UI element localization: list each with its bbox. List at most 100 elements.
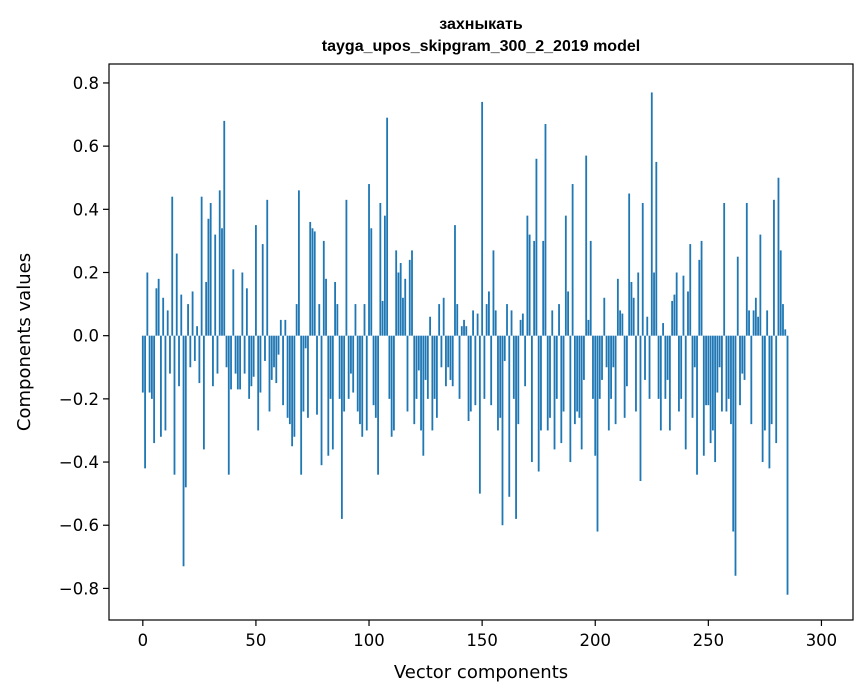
bar-175 bbox=[537, 335, 540, 472]
bar-199 bbox=[592, 335, 594, 399]
bar-9 bbox=[162, 297, 165, 336]
bar-177 bbox=[542, 240, 545, 336]
bar-117 bbox=[406, 335, 409, 412]
bar-139 bbox=[456, 304, 459, 336]
bar-203 bbox=[601, 335, 603, 380]
bar-131 bbox=[438, 304, 441, 336]
bar-124 bbox=[422, 335, 425, 456]
bar-92 bbox=[350, 335, 352, 374]
bar-282 bbox=[779, 250, 782, 336]
bar-65 bbox=[288, 335, 291, 425]
bar-52 bbox=[259, 335, 262, 393]
bar-12 bbox=[169, 335, 171, 374]
bar-209 bbox=[614, 335, 617, 425]
bar-51 bbox=[257, 335, 260, 431]
bar-28 bbox=[205, 281, 208, 336]
bar-198 bbox=[589, 240, 592, 336]
bar-34 bbox=[218, 190, 221, 336]
bar-148 bbox=[476, 313, 479, 336]
bar-57 bbox=[270, 335, 273, 380]
bar-221 bbox=[641, 203, 644, 336]
bar-71 bbox=[302, 335, 305, 412]
bar-215 bbox=[628, 193, 631, 336]
bar-27 bbox=[202, 335, 205, 450]
bar-143 bbox=[465, 326, 468, 336]
y-axis-ticks: −0.8 −0.6 −0.4 −0.2 0.0 0.2 0.4 0.6 0.8 bbox=[59, 74, 109, 598]
bar-183 bbox=[555, 335, 558, 399]
bar-171 bbox=[528, 234, 531, 336]
bar-207 bbox=[610, 335, 612, 399]
bar-258 bbox=[725, 335, 728, 412]
bar-1 bbox=[144, 335, 146, 469]
bar-201 bbox=[596, 335, 599, 532]
bar-247 bbox=[700, 240, 703, 336]
bar-37 bbox=[225, 335, 228, 368]
bar-277 bbox=[768, 335, 771, 469]
bar-244 bbox=[693, 335, 696, 368]
bar-19 bbox=[184, 335, 187, 488]
bar-228 bbox=[657, 335, 660, 399]
bar-73 bbox=[307, 335, 309, 418]
bar-210 bbox=[616, 278, 619, 336]
bar-99 bbox=[365, 335, 368, 431]
bar-159 bbox=[501, 335, 504, 526]
y-tick-label: 0.6 bbox=[73, 137, 99, 156]
bar-160 bbox=[503, 335, 506, 361]
y-tick-label: 0.8 bbox=[73, 74, 99, 93]
bar-200 bbox=[594, 335, 597, 456]
bar-42 bbox=[236, 335, 239, 390]
bar-147 bbox=[474, 335, 477, 406]
bar-216 bbox=[630, 281, 633, 336]
bar-49 bbox=[252, 335, 255, 377]
bar-14 bbox=[173, 335, 176, 475]
bar-232 bbox=[666, 335, 669, 380]
bar-226 bbox=[653, 272, 655, 336]
bar-254 bbox=[716, 335, 719, 393]
bar-186 bbox=[562, 335, 565, 412]
bar-30 bbox=[209, 203, 212, 336]
bar-204 bbox=[603, 297, 606, 336]
bar-242 bbox=[689, 244, 692, 336]
bar-248 bbox=[702, 335, 705, 456]
bar-32 bbox=[214, 234, 217, 336]
bar-260 bbox=[730, 335, 732, 425]
bar-47 bbox=[248, 335, 251, 399]
bar-115 bbox=[402, 297, 404, 336]
bar-185 bbox=[560, 335, 563, 444]
bar-236 bbox=[675, 272, 678, 336]
bar-8 bbox=[160, 335, 162, 437]
bar-231 bbox=[664, 335, 667, 399]
bar-3 bbox=[148, 335, 151, 393]
y-axis-label: Components values bbox=[14, 253, 35, 431]
y-tick-label: 0.0 bbox=[73, 327, 99, 346]
bar-172 bbox=[530, 335, 533, 463]
bar-75 bbox=[311, 228, 314, 336]
y-tick-label: −0.2 bbox=[59, 390, 99, 409]
bar-22 bbox=[191, 291, 194, 336]
bar-107 bbox=[383, 215, 386, 336]
bar-70 bbox=[300, 335, 303, 475]
bar-17 bbox=[180, 294, 183, 336]
bar-149 bbox=[478, 335, 481, 494]
bar-193 bbox=[578, 335, 581, 418]
bar-29 bbox=[207, 218, 210, 336]
bar-95 bbox=[356, 335, 359, 412]
bar-67 bbox=[293, 335, 296, 437]
bar-45 bbox=[243, 335, 246, 374]
bar-25 bbox=[198, 335, 201, 384]
bar-195 bbox=[583, 335, 585, 380]
bar-164 bbox=[512, 335, 515, 399]
bar-245 bbox=[696, 335, 698, 475]
bar-126 bbox=[426, 335, 429, 399]
bar-180 bbox=[549, 335, 551, 418]
bar-250 bbox=[707, 335, 710, 406]
bar-281 bbox=[777, 177, 780, 336]
bar-162 bbox=[508, 335, 511, 497]
bar-211 bbox=[619, 310, 622, 336]
bar-97 bbox=[361, 335, 364, 437]
bar-188 bbox=[567, 291, 569, 336]
bar-111 bbox=[393, 335, 395, 431]
bar-249 bbox=[705, 335, 707, 406]
bar-46 bbox=[245, 288, 248, 336]
